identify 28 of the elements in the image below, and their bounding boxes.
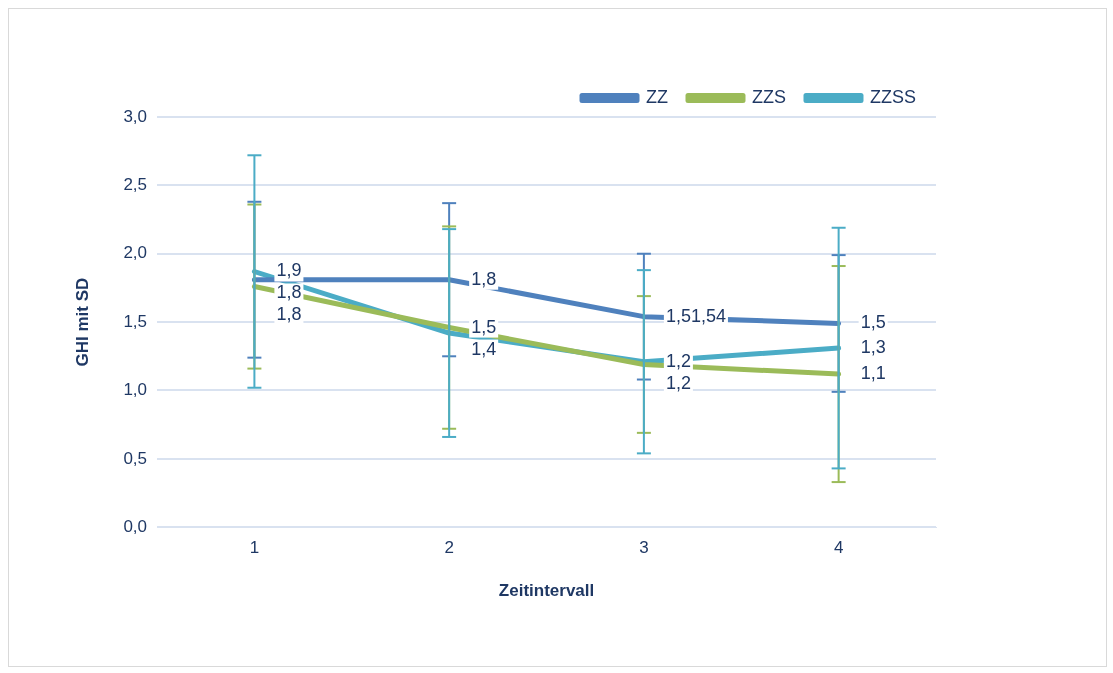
data-label: 1,2 <box>665 350 691 371</box>
data-label: 1,51,54 <box>665 305 726 326</box>
data-label: 1,4 <box>471 338 497 359</box>
x-tick-label: 3 <box>639 538 649 558</box>
y-tick-label: 2,0 <box>123 243 148 263</box>
data-label: 1,5 <box>471 316 497 337</box>
legend-label: ZZSS <box>870 86 917 107</box>
data-label: 1,8 <box>276 304 302 325</box>
data-label: 1,9 <box>276 260 302 281</box>
legend-label: ZZ <box>646 86 669 107</box>
x-axis-title: Zeitintervall <box>498 581 595 601</box>
data-label: 1,5 <box>860 312 886 333</box>
y-tick-label: 2,5 <box>123 175 148 195</box>
data-label: 1,1 <box>860 363 886 384</box>
y-tick-label: 0,5 <box>123 448 148 468</box>
y-axis-title: GHI mit SD <box>72 277 92 367</box>
data-label: 1,8 <box>471 268 497 289</box>
legend-label: ZZS <box>752 86 786 107</box>
y-tick-label: 0,0 <box>123 516 148 536</box>
y-tick-label: 1,0 <box>123 380 148 400</box>
x-tick-label: 4 <box>833 538 844 558</box>
x-tick-label: 1 <box>249 538 260 558</box>
y-tick-label: 3,0 <box>123 106 148 126</box>
data-label: 1,3 <box>860 337 886 358</box>
data-label: 1,8 <box>276 282 302 303</box>
y-tick-label: 1,5 <box>123 311 148 331</box>
data-label: 1,2 <box>665 372 691 393</box>
x-tick-label: 2 <box>444 538 454 558</box>
